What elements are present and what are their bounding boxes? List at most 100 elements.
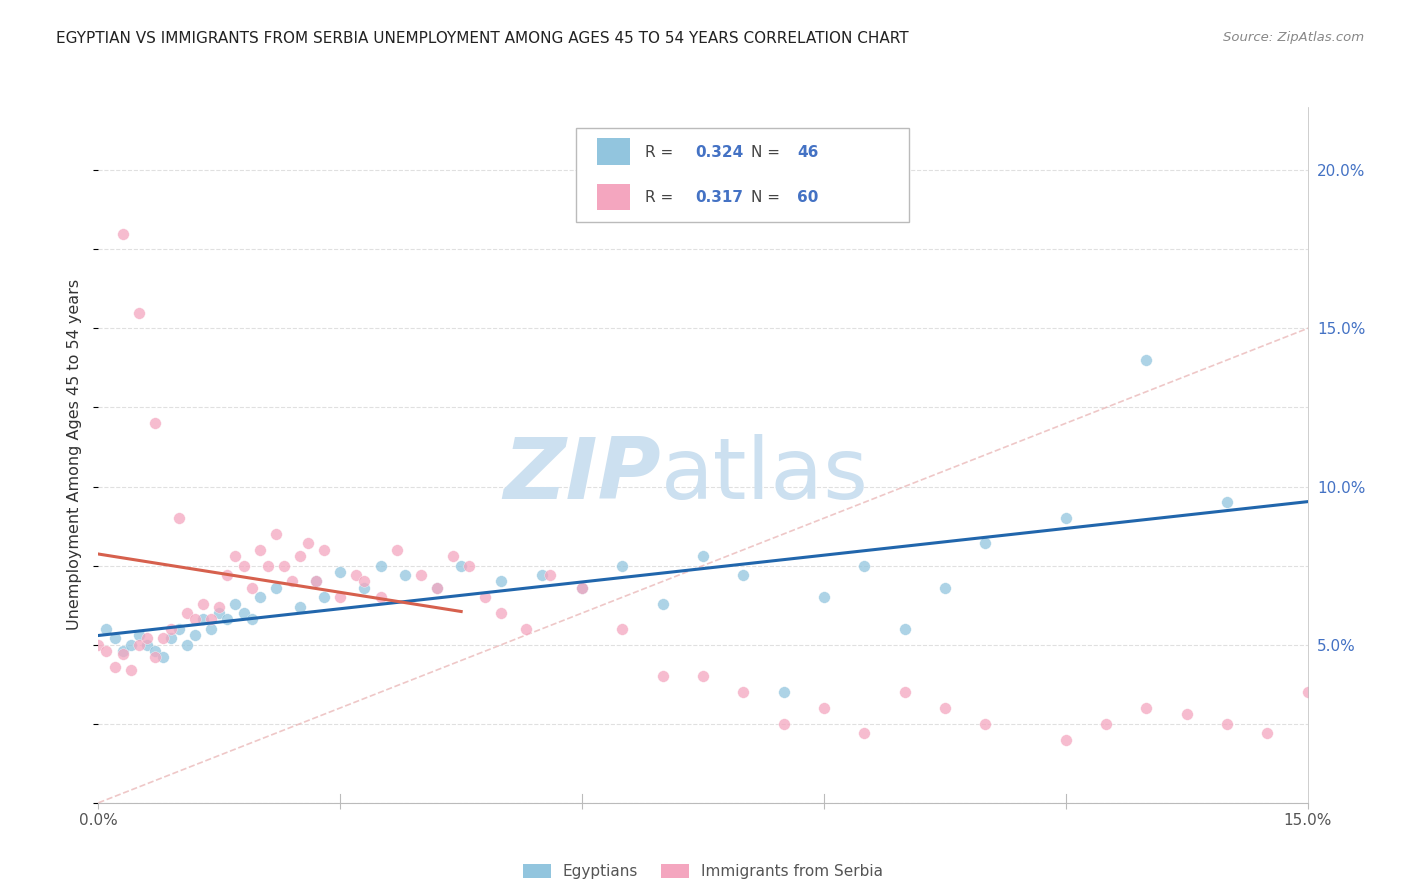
Point [135, 638, 157, 652]
Point [1135, 701, 1157, 715]
Point [853, 558, 876, 573]
Point [193, 612, 215, 626]
Bar [596, 138, 630, 165]
Legend: Egyptians, Immigrants from Serbia: Egyptians, Immigrants from Serbia [517, 858, 889, 886]
Point [1175, 707, 1198, 722]
Text: 0.317: 0.317 [696, 190, 744, 205]
Point [571, 581, 593, 595]
Point [974, 536, 997, 550]
Point [370, 591, 392, 605]
Point [571, 581, 593, 595]
Point [344, 568, 367, 582]
Point [167, 511, 190, 525]
Text: atlas: atlas [661, 434, 869, 517]
Point [143, 650, 166, 665]
Point [152, 650, 174, 665]
Point [450, 558, 472, 573]
Point [200, 622, 222, 636]
Point [111, 644, 134, 658]
Text: 0.324: 0.324 [696, 145, 744, 160]
Point [853, 726, 876, 740]
Point [193, 597, 215, 611]
Bar [596, 184, 630, 210]
Point [160, 622, 183, 636]
Point [329, 591, 352, 605]
Point [256, 558, 278, 573]
Point [813, 591, 835, 605]
Text: R =: R = [645, 190, 678, 205]
Point [281, 574, 304, 589]
Point [1135, 353, 1157, 368]
Point [813, 701, 835, 715]
Point [1296, 685, 1319, 699]
Point [491, 574, 513, 589]
Point [120, 638, 142, 652]
Point [128, 305, 150, 319]
Point [305, 574, 328, 589]
Point [1095, 716, 1118, 731]
Point [1054, 511, 1077, 525]
Point [135, 632, 157, 646]
Point [530, 568, 553, 582]
Point [441, 549, 464, 563]
Point [264, 527, 287, 541]
Point [128, 628, 150, 642]
Text: ZIP: ZIP [503, 434, 661, 517]
Point [232, 606, 254, 620]
Point [232, 558, 254, 573]
Point [538, 568, 561, 582]
Point [934, 581, 956, 595]
Point [314, 591, 336, 605]
Point [1054, 732, 1077, 747]
Text: Source: ZipAtlas.com: Source: ZipAtlas.com [1223, 31, 1364, 45]
Point [353, 574, 375, 589]
Point [176, 606, 198, 620]
FancyBboxPatch shape [576, 128, 908, 222]
Point [184, 612, 207, 626]
Point [103, 660, 125, 674]
Point [128, 638, 150, 652]
Point [458, 558, 481, 573]
Point [152, 632, 174, 646]
Point [240, 581, 263, 595]
Point [651, 669, 673, 683]
Point [167, 622, 190, 636]
Point [893, 685, 915, 699]
Point [87, 638, 110, 652]
Point [612, 558, 634, 573]
Y-axis label: Unemployment Among Ages 45 to 54 years: Unemployment Among Ages 45 to 54 years [67, 279, 83, 631]
Point [224, 549, 246, 563]
Point [426, 581, 449, 595]
Point [772, 685, 794, 699]
Point [217, 568, 239, 582]
Point [176, 638, 198, 652]
Point [1216, 495, 1239, 509]
Text: N =: N = [751, 145, 785, 160]
Point [160, 632, 183, 646]
Point [651, 597, 673, 611]
Point [612, 622, 634, 636]
Point [692, 549, 714, 563]
Point [329, 565, 352, 579]
Point [733, 685, 755, 699]
Point [120, 663, 142, 677]
Point [224, 597, 246, 611]
Point [733, 568, 755, 582]
Point [96, 622, 118, 636]
Point [385, 542, 408, 557]
Text: R =: R = [645, 145, 678, 160]
Point [353, 581, 375, 595]
Point [692, 669, 714, 683]
Point [305, 574, 328, 589]
Point [273, 558, 295, 573]
Point [249, 542, 271, 557]
Point [288, 549, 311, 563]
Point [974, 716, 997, 731]
Text: 60: 60 [797, 190, 818, 205]
Text: 46: 46 [797, 145, 818, 160]
Point [893, 622, 915, 636]
Point [314, 542, 336, 557]
Point [143, 644, 166, 658]
Point [143, 417, 166, 431]
Point [370, 558, 392, 573]
